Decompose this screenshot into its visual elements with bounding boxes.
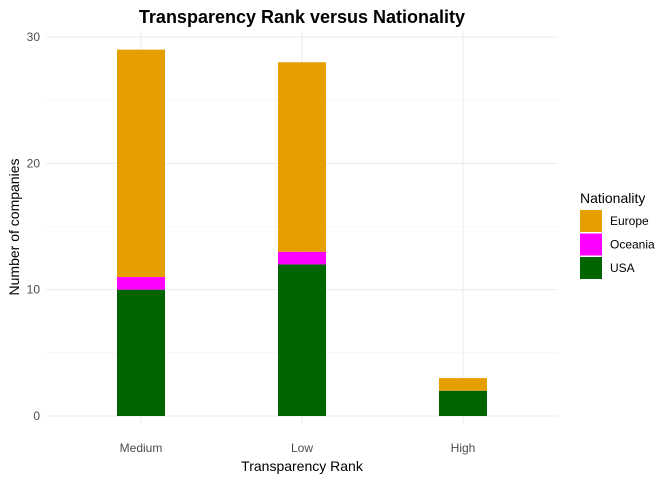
bar-segment-usa-medium [117,289,165,416]
y-tick-label: 0 [33,409,40,423]
legend-label-usa: USA [610,261,635,275]
x-tick-label: Low [291,441,313,455]
legend: Nationality Europe Oceania USA [580,190,655,279]
legend-label-europe: Europe [610,214,649,228]
bar-segment-europe-low [278,62,326,252]
bar-segment-usa-low [278,264,326,416]
legend-title: Nationality [580,190,645,206]
y-tick-label: 10 [27,283,41,297]
legend-swatch-usa [580,257,602,279]
bars-layer [117,49,487,416]
x-tick-label: Medium [120,441,163,455]
y-axis-ticks: 0 10 20 30 [27,30,41,423]
bar-segment-usa-high [439,390,487,416]
y-tick-label: 20 [27,156,41,170]
x-tick-label: High [451,441,476,455]
bar-segment-europe-medium [117,49,165,278]
bar-segment-oceania-medium [117,277,165,290]
legend-items: Europe Oceania USA [580,210,655,279]
bar-segment-oceania-low [278,251,326,265]
x-axis-ticks: Medium Low High [120,441,476,455]
y-tick-label: 30 [27,30,41,44]
chart-title: Transparency Rank versus Nationality [139,7,465,27]
x-axis-title: Transparency Rank [241,458,364,474]
y-axis-title: Number of companies [6,159,22,296]
legend-swatch-europe [580,210,602,232]
bar-segment-europe-high [439,378,487,391]
legend-swatch-oceania [580,233,602,256]
legend-label-oceania: Oceania [610,238,655,252]
